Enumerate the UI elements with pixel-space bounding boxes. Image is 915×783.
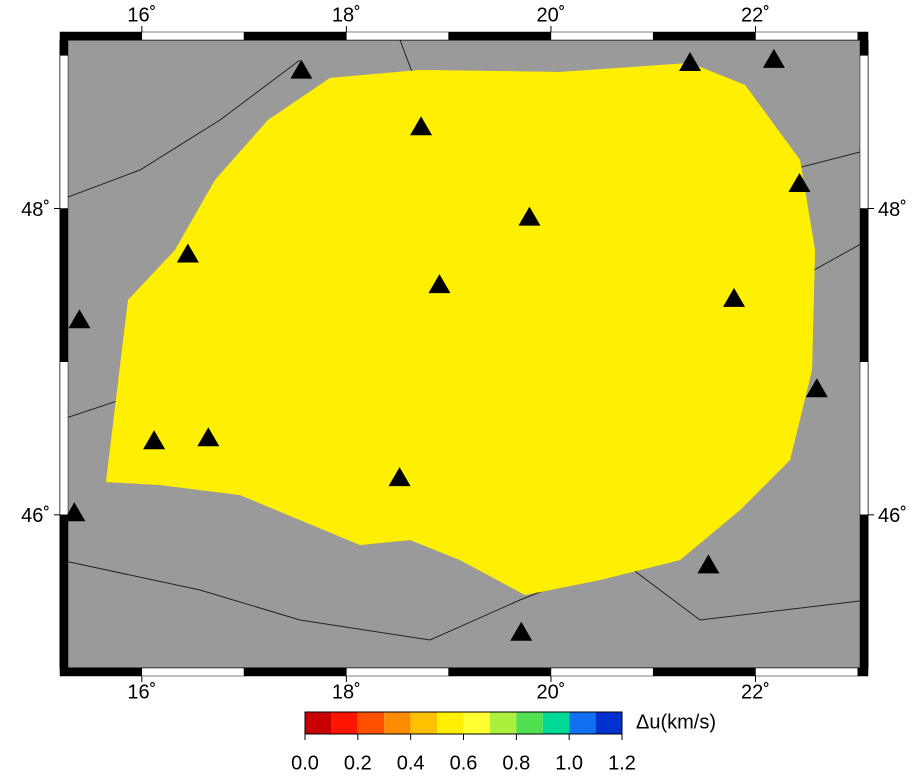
- colorbar-segment: [543, 712, 569, 734]
- frame-segment: [449, 32, 551, 40]
- frame-segment: [60, 362, 68, 515]
- lon-tick-label: 18˚: [332, 681, 361, 703]
- frame-segment: [860, 208, 868, 361]
- frame-segment: [142, 32, 244, 40]
- colorbar-tick-label: 1.0: [555, 752, 583, 774]
- frame-segment: [60, 668, 142, 676]
- colorbar-tick-label: 0.6: [450, 752, 478, 774]
- frame-segment: [244, 668, 346, 676]
- frame-segment: [346, 32, 448, 40]
- map-figure: Δu(km/s) 16˚ 16˚ 18˚ 18˚ 20˚ 20˚ 22˚ 22˚ 46˚ 46˚ 4…: [0, 0, 915, 778]
- frame-segment: [551, 32, 653, 40]
- lon-tick-label: 16˚: [127, 4, 156, 26]
- colorbar-segment: [596, 712, 622, 734]
- colorbar-segment: [384, 712, 410, 734]
- lon-tick-label: 16˚: [127, 681, 156, 703]
- frame-segment: [346, 668, 448, 676]
- lon-tick-label: 22˚: [741, 4, 770, 26]
- frame-segment: [860, 515, 868, 668]
- frame-segment: [755, 668, 857, 676]
- colorbar-segment: [516, 712, 542, 734]
- colorbar-segment: [569, 712, 595, 734]
- frame-segment: [860, 55, 868, 208]
- lat-tick-label: 48˚: [878, 199, 907, 221]
- colorbar-tick-label: 0.2: [344, 752, 372, 774]
- lon-tick-label: 20˚: [536, 681, 565, 703]
- lon-tick-label: 18˚: [332, 4, 361, 26]
- frame-segment: [60, 208, 68, 361]
- colorbar-segment: [437, 712, 463, 734]
- colorbar-segment: [490, 712, 516, 734]
- lon-tick-label: 20˚: [536, 4, 565, 26]
- frame-segment: [60, 515, 68, 668]
- frame-segment: [60, 32, 142, 40]
- colorbar-segment: [331, 712, 357, 734]
- frame-segment: [860, 40, 868, 55]
- frame-segment: [449, 668, 551, 676]
- colorbar-segment: [411, 712, 437, 734]
- colorbar-segment: [358, 712, 384, 734]
- lat-tick-label: 48˚: [21, 199, 50, 221]
- colorbar-tick-label: 0.4: [397, 752, 425, 774]
- frame-segment: [653, 32, 755, 40]
- frame-segment: [60, 55, 68, 208]
- map-body: [60, 40, 868, 668]
- colorbar-segment: [305, 712, 331, 734]
- frame-segment: [858, 32, 868, 40]
- colorbar-label: Δu(km/s): [636, 711, 716, 733]
- frame-segment: [755, 32, 857, 40]
- colorbar-tick-label: 1.2: [608, 752, 636, 774]
- frame-segment: [244, 32, 346, 40]
- frame-segment: [142, 668, 244, 676]
- frame-segment: [551, 668, 653, 676]
- colorbar-segment: [464, 712, 490, 734]
- lat-tick-label: 46˚: [878, 505, 907, 527]
- lat-tick-label: 46˚: [21, 505, 50, 527]
- frame-segment: [60, 40, 68, 55]
- lon-tick-label: 22˚: [741, 681, 770, 703]
- colorbar-tick-label: 0.8: [502, 752, 530, 774]
- frame-segment: [860, 362, 868, 515]
- frame-segment: [858, 668, 868, 676]
- frame-segment: [653, 668, 755, 676]
- colorbar-tick-label: 0.0: [291, 752, 319, 774]
